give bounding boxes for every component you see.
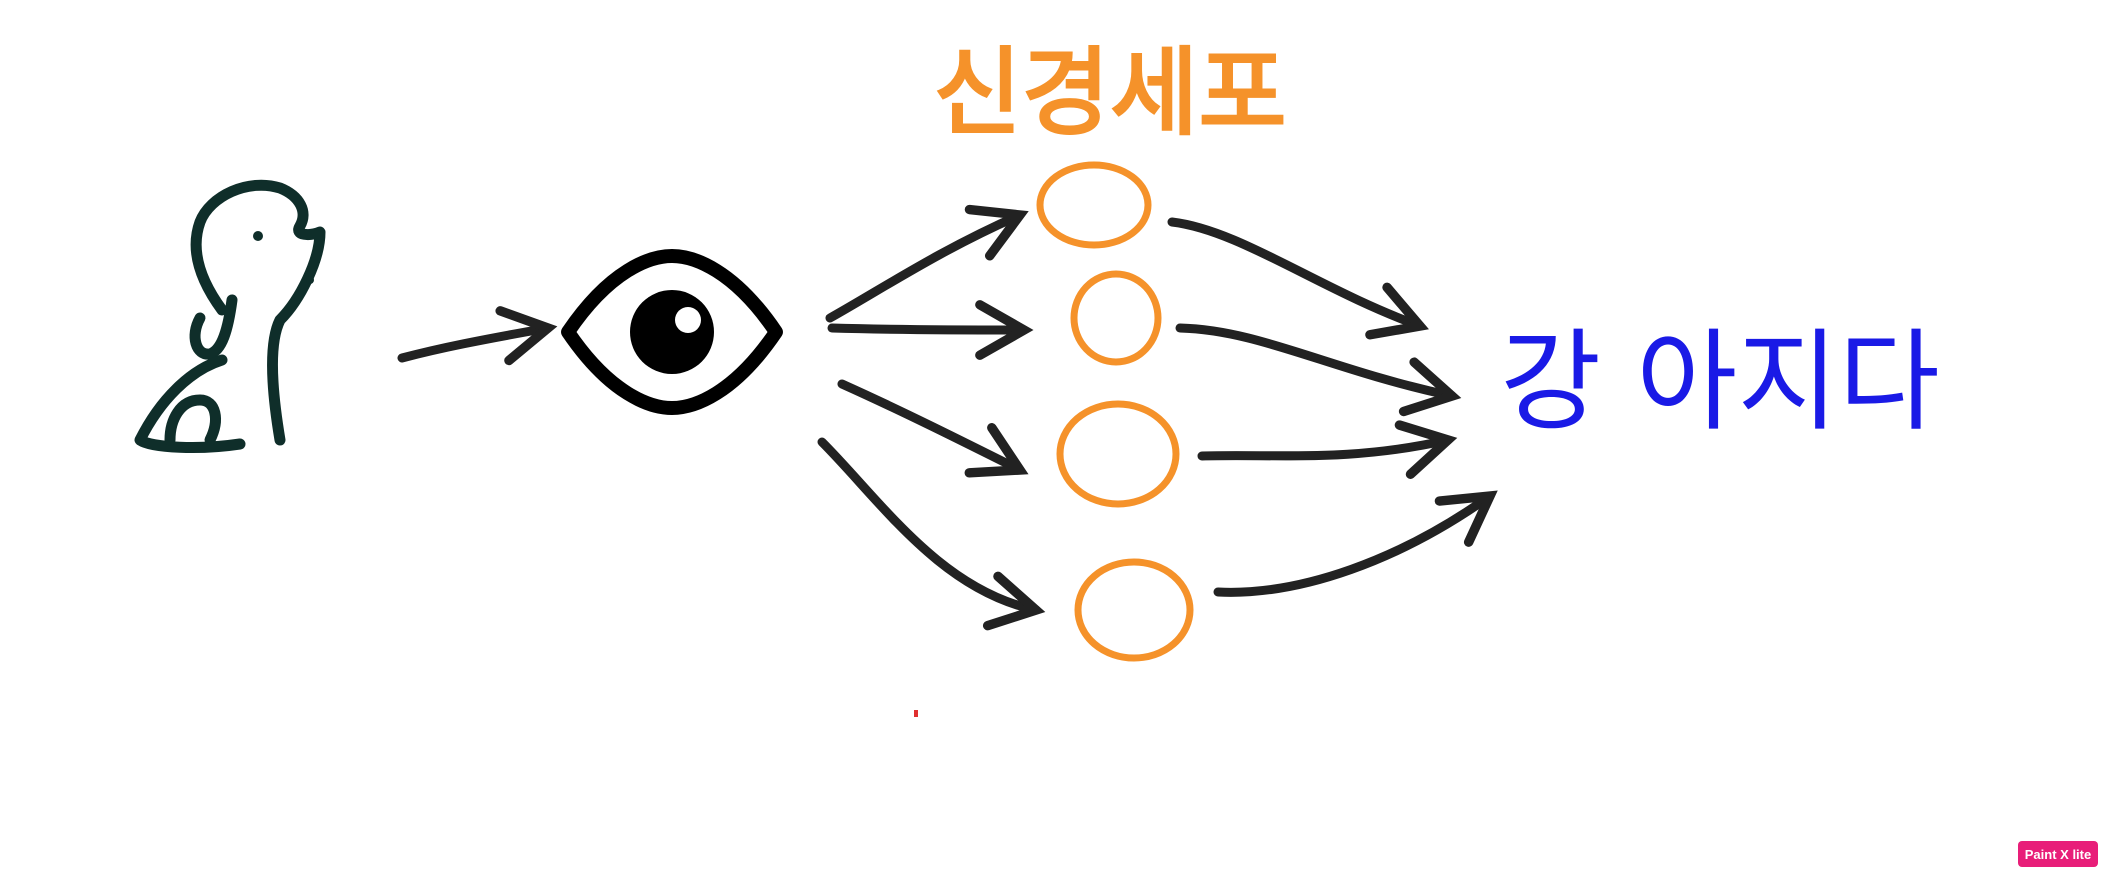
arrow-neuron-2-to-output	[1175, 323, 1462, 417]
arrow-eye-to-neuron-2	[827, 300, 1034, 360]
neuron-3	[1056, 400, 1180, 508]
arrow-eye-to-neuron-1	[825, 204, 1029, 323]
dog-icon	[134, 179, 326, 453]
arrow-neuron-1-to-output	[1167, 217, 1429, 340]
output-label: 강 아지다	[1500, 318, 1940, 446]
neuron-1	[1036, 161, 1152, 249]
neuron-4	[1074, 558, 1194, 662]
arrow-neuron-4-to-output	[1213, 490, 1498, 597]
eye-icon	[561, 249, 783, 415]
arrow-neuron-3-to-output	[1197, 420, 1458, 479]
arrow-dog-to-eye	[397, 306, 558, 366]
watermark-badge: Paint X lite	[2018, 841, 2098, 867]
arrow-eye-to-neuron-3	[837, 379, 1029, 478]
neuron-2	[1070, 270, 1162, 366]
stray-mark	[914, 710, 918, 717]
arrow-eye-to-neuron-4	[817, 437, 1046, 631]
neuron-label: 신경세포	[933, 37, 1286, 149]
